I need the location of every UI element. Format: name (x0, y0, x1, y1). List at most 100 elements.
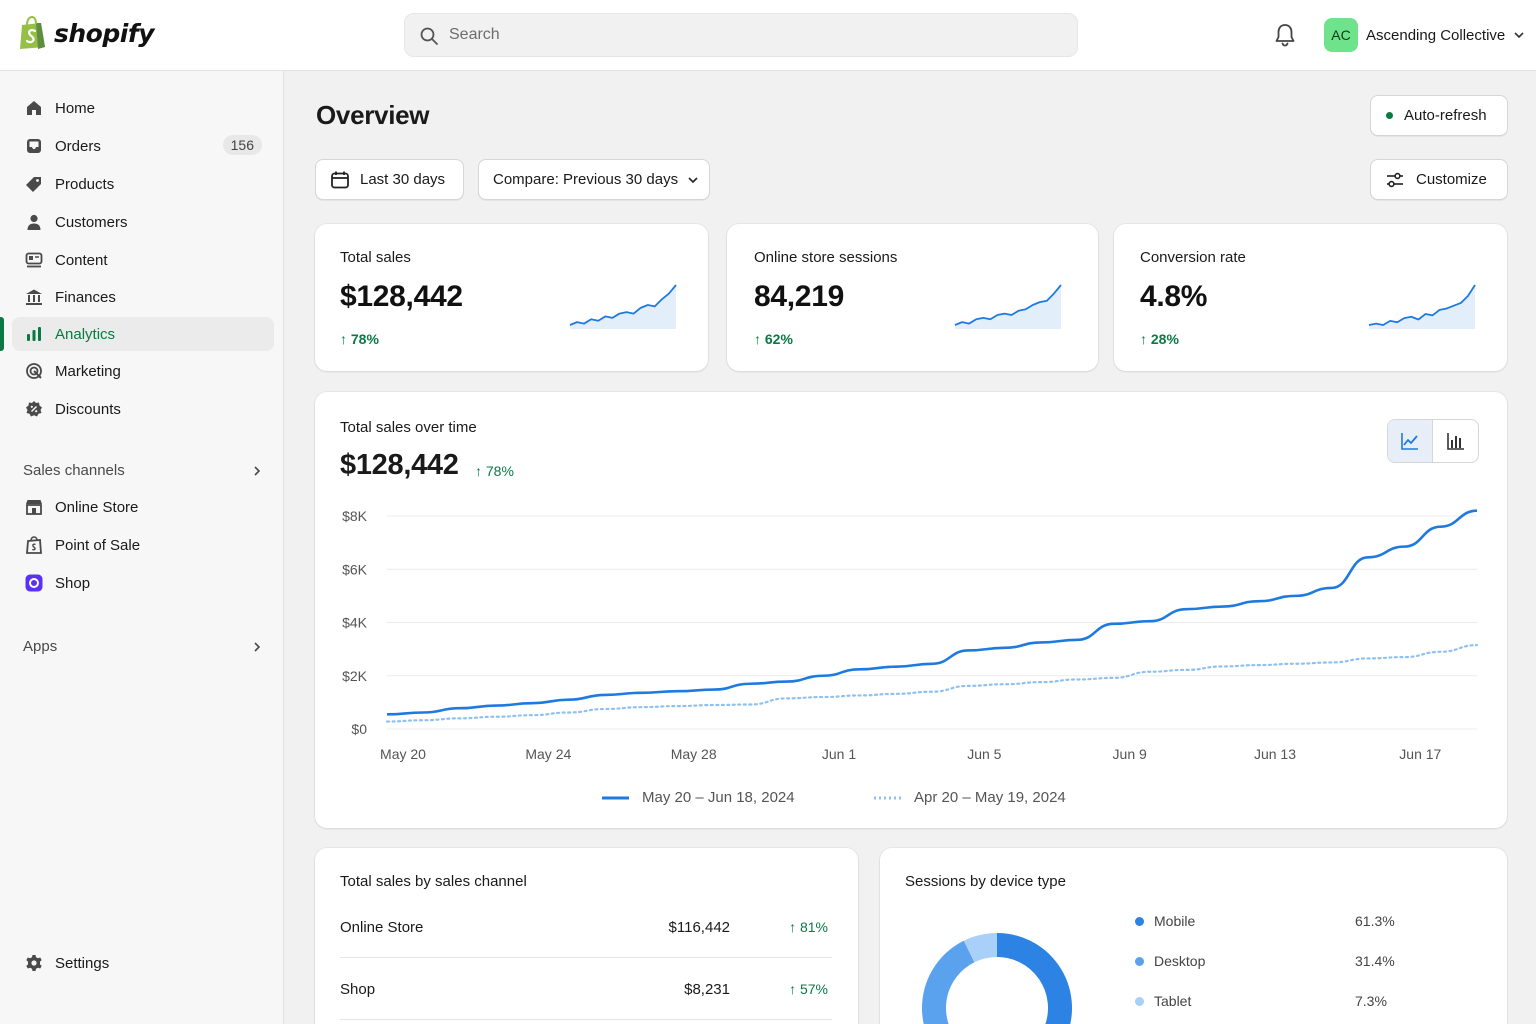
kpi-card-conversion-rate[interactable]: Conversion rate 4.8% ↑ 28% (1114, 224, 1507, 371)
bank-icon (24, 287, 44, 307)
x-tick-label: Jun 1 (822, 746, 856, 762)
compare-dropdown[interactable]: Compare: Previous 30 days (478, 159, 710, 200)
customize-button[interactable]: Customize (1370, 159, 1508, 200)
sidebar-item-label: Settings (55, 954, 110, 972)
inbox-icon (24, 136, 44, 156)
sparkline-area (570, 285, 676, 329)
sidebar-item-settings[interactable]: Settings (12, 946, 274, 980)
person-icon (24, 212, 44, 232)
date-range-button[interactable]: Last 30 days (315, 159, 464, 200)
card-title: Total sales by sales channel (340, 873, 527, 890)
kpi-card-sessions[interactable]: Online store sessions 84,219 ↑ 62% (727, 224, 1098, 371)
chart-delta: ↑ 78% (475, 463, 514, 479)
device-pct: 7.3% (1355, 993, 1387, 1009)
sidebar-item-discounts[interactable]: Discounts (12, 392, 274, 426)
legend-label: Apr 20 – May 19, 2024 (914, 789, 1066, 806)
kpi-delta: ↑ 78% (340, 331, 379, 347)
sparkline-area (1369, 285, 1475, 329)
table-row[interactable]: Online Store $116,442 ↑ 81% (340, 896, 832, 958)
sessions-by-device-card: Sessions by device type Mobile 61.3% Des… (880, 848, 1507, 1024)
kpi-delta: ↑ 28% (1140, 331, 1179, 347)
kpi-card-total-sales[interactable]: Total sales $128,442 ↑ 78% (315, 224, 708, 371)
device-donut-chart (922, 933, 1072, 1024)
kpi-value: 84,219 (754, 280, 844, 313)
sidebar-item-label: Finances (55, 288, 116, 306)
sidebar-item-online-store[interactable]: Online Store (12, 490, 274, 524)
sparkline (954, 284, 1062, 329)
device-row-mobile[interactable]: Mobile 61.3% (1135, 913, 1395, 929)
sidebar-item-orders[interactable]: Orders 156 (12, 129, 274, 163)
sidebar-item-analytics[interactable]: Analytics (12, 317, 274, 351)
tag-icon (24, 174, 44, 194)
device-row-tablet[interactable]: Tablet 7.3% (1135, 993, 1395, 1009)
search-input[interactable] (449, 14, 1049, 56)
auto-refresh-button[interactable]: Auto-refresh (1370, 95, 1508, 136)
shopify-logo[interactable]: shopify (18, 16, 155, 50)
bar-chart-toggle[interactable] (1433, 420, 1478, 462)
legend-line-dotted (874, 796, 901, 799)
device-name: Tablet (1154, 993, 1192, 1009)
auto-refresh-label: Auto-refresh (1404, 107, 1487, 124)
device-row-desktop[interactable]: Desktop 31.4% (1135, 953, 1395, 969)
legend-line-solid (602, 796, 629, 799)
line-chart-toggle[interactable] (1388, 420, 1434, 462)
account-name: Ascending Collective (1366, 26, 1506, 44)
search-icon (420, 27, 438, 45)
sidebar-item-content[interactable]: Content (12, 243, 274, 277)
apps-label: Apps (23, 638, 58, 655)
orders-count-badge: 156 (222, 135, 262, 155)
gear-icon (24, 953, 44, 973)
legend-item-previous[interactable]: Apr 20 – May 19, 2024 (874, 789, 1066, 806)
search-bar[interactable] (404, 13, 1078, 57)
sidebar-item-shop[interactable]: Shop (12, 566, 274, 600)
sidebar-item-marketing[interactable]: Marketing (12, 354, 274, 388)
sidebar-item-customers[interactable]: Customers (12, 205, 274, 239)
sliders-icon (1387, 172, 1403, 187)
channel-name: Online Store (340, 919, 424, 936)
sparkline-line (569, 284, 677, 326)
legend-item-current[interactable]: May 20 – Jun 18, 2024 (602, 789, 795, 806)
date-range-label: Last 30 days (360, 171, 446, 188)
arrow-up-icon: ↑ (340, 331, 347, 347)
card-title: Sessions by device type (905, 873, 1066, 890)
bar-chart-icon (24, 324, 44, 344)
chevron-down-icon (688, 176, 698, 183)
sidebar-item-label: Analytics (55, 325, 116, 343)
sparkline-area (955, 285, 1061, 329)
page-title: Overview (316, 100, 430, 130)
channel-name: Shop (340, 981, 376, 998)
bell-icon[interactable] (1272, 22, 1298, 48)
channel-sales: $8,231 (684, 981, 730, 998)
sidebar-item-finances[interactable]: Finances (12, 280, 274, 314)
series-line-previous (385, 644, 1479, 723)
y-tick-label: $4K (342, 615, 368, 631)
y-tick-label: $8K (342, 508, 368, 524)
chevron-right-icon (254, 641, 261, 652)
device-pct: 61.3% (1355, 913, 1395, 929)
sidebar-item-label: Shop (55, 574, 91, 592)
sales-over-time-card: Total sales over time $128,442 ↑ 78% $8K… (315, 392, 1507, 828)
top-bar: shopify AC Ascending Collective (0, 0, 1536, 71)
table-row[interactable]: Shop $8,231 ↑ 57% (340, 958, 832, 1020)
sidebar-item-point-of-sale[interactable]: Point of Sale (12, 528, 274, 562)
shopping-bag-icon (20, 16, 45, 49)
chart-type-toggle[interactable] (1387, 419, 1479, 463)
x-tick-label: May 24 (525, 746, 571, 762)
legend-swatch (1135, 916, 1144, 926)
account-menu[interactable]: AC Ascending Collective (1324, 18, 1525, 52)
pos-icon (24, 535, 44, 555)
sidebar-item-products[interactable]: Products (12, 167, 274, 201)
sparkline (569, 284, 677, 329)
chart-total: $128,442 (340, 449, 459, 481)
avatar: AC (1324, 18, 1358, 52)
sidebar-item-home[interactable]: Home (12, 91, 274, 125)
apps-header[interactable]: Apps (23, 638, 263, 655)
channel-delta: ↑ 81% (789, 919, 828, 935)
x-tick-label: Jun 13 (1254, 746, 1296, 762)
sales-channels-header[interactable]: Sales channels (23, 462, 263, 479)
y-tick-label: $2K (342, 668, 368, 684)
sidebar-item-label: Online Store (55, 498, 139, 516)
store-icon (24, 497, 44, 517)
chart-title: Total sales over time (340, 419, 477, 436)
x-tick-label: Jun 17 (1399, 746, 1441, 762)
